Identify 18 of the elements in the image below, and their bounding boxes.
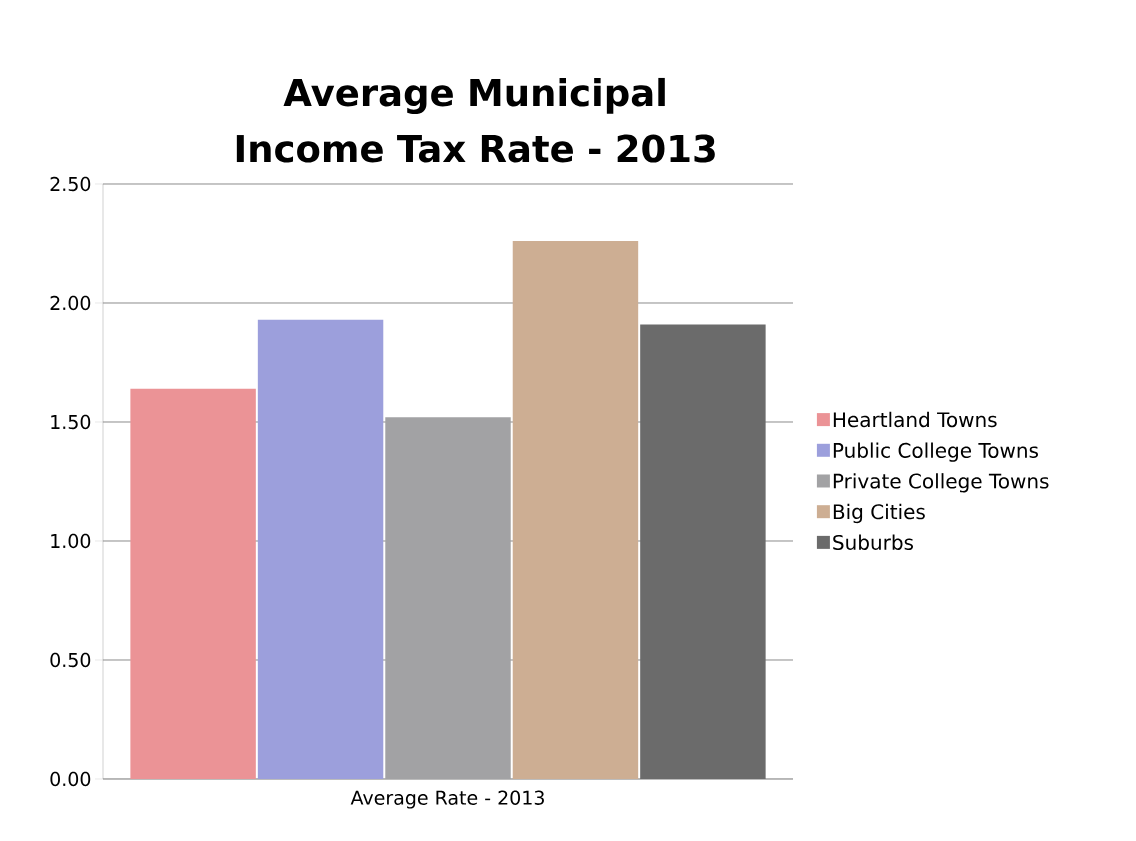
y-tick-label: 2.00 — [50, 295, 91, 311]
legend-label: Heartland Towns — [833, 411, 997, 428]
legend-label: Private College Towns — [833, 473, 1049, 493]
chart-title: Average Municipal Income Tax Rate - 2013 — [236, 77, 715, 163]
bar — [130, 388, 256, 779]
y-tick-label: 0.00 — [50, 771, 91, 787]
bar — [640, 324, 766, 779]
legend-label: Public College Towns — [833, 442, 1038, 462]
x-tick-label: Average Rate - 2013 — [350, 790, 544, 809]
legend-label: Suburbs — [833, 534, 914, 551]
y-tick-label: 2.50 — [50, 176, 91, 192]
y-tick-label: 1.00 — [51, 533, 91, 549]
bar — [512, 241, 639, 779]
legend-label: Big Cities — [833, 503, 925, 524]
y-tick-label: 1.50 — [51, 414, 91, 430]
bar — [385, 417, 511, 779]
bar — [257, 319, 384, 779]
y-tick-label: 0.50 — [50, 652, 91, 668]
